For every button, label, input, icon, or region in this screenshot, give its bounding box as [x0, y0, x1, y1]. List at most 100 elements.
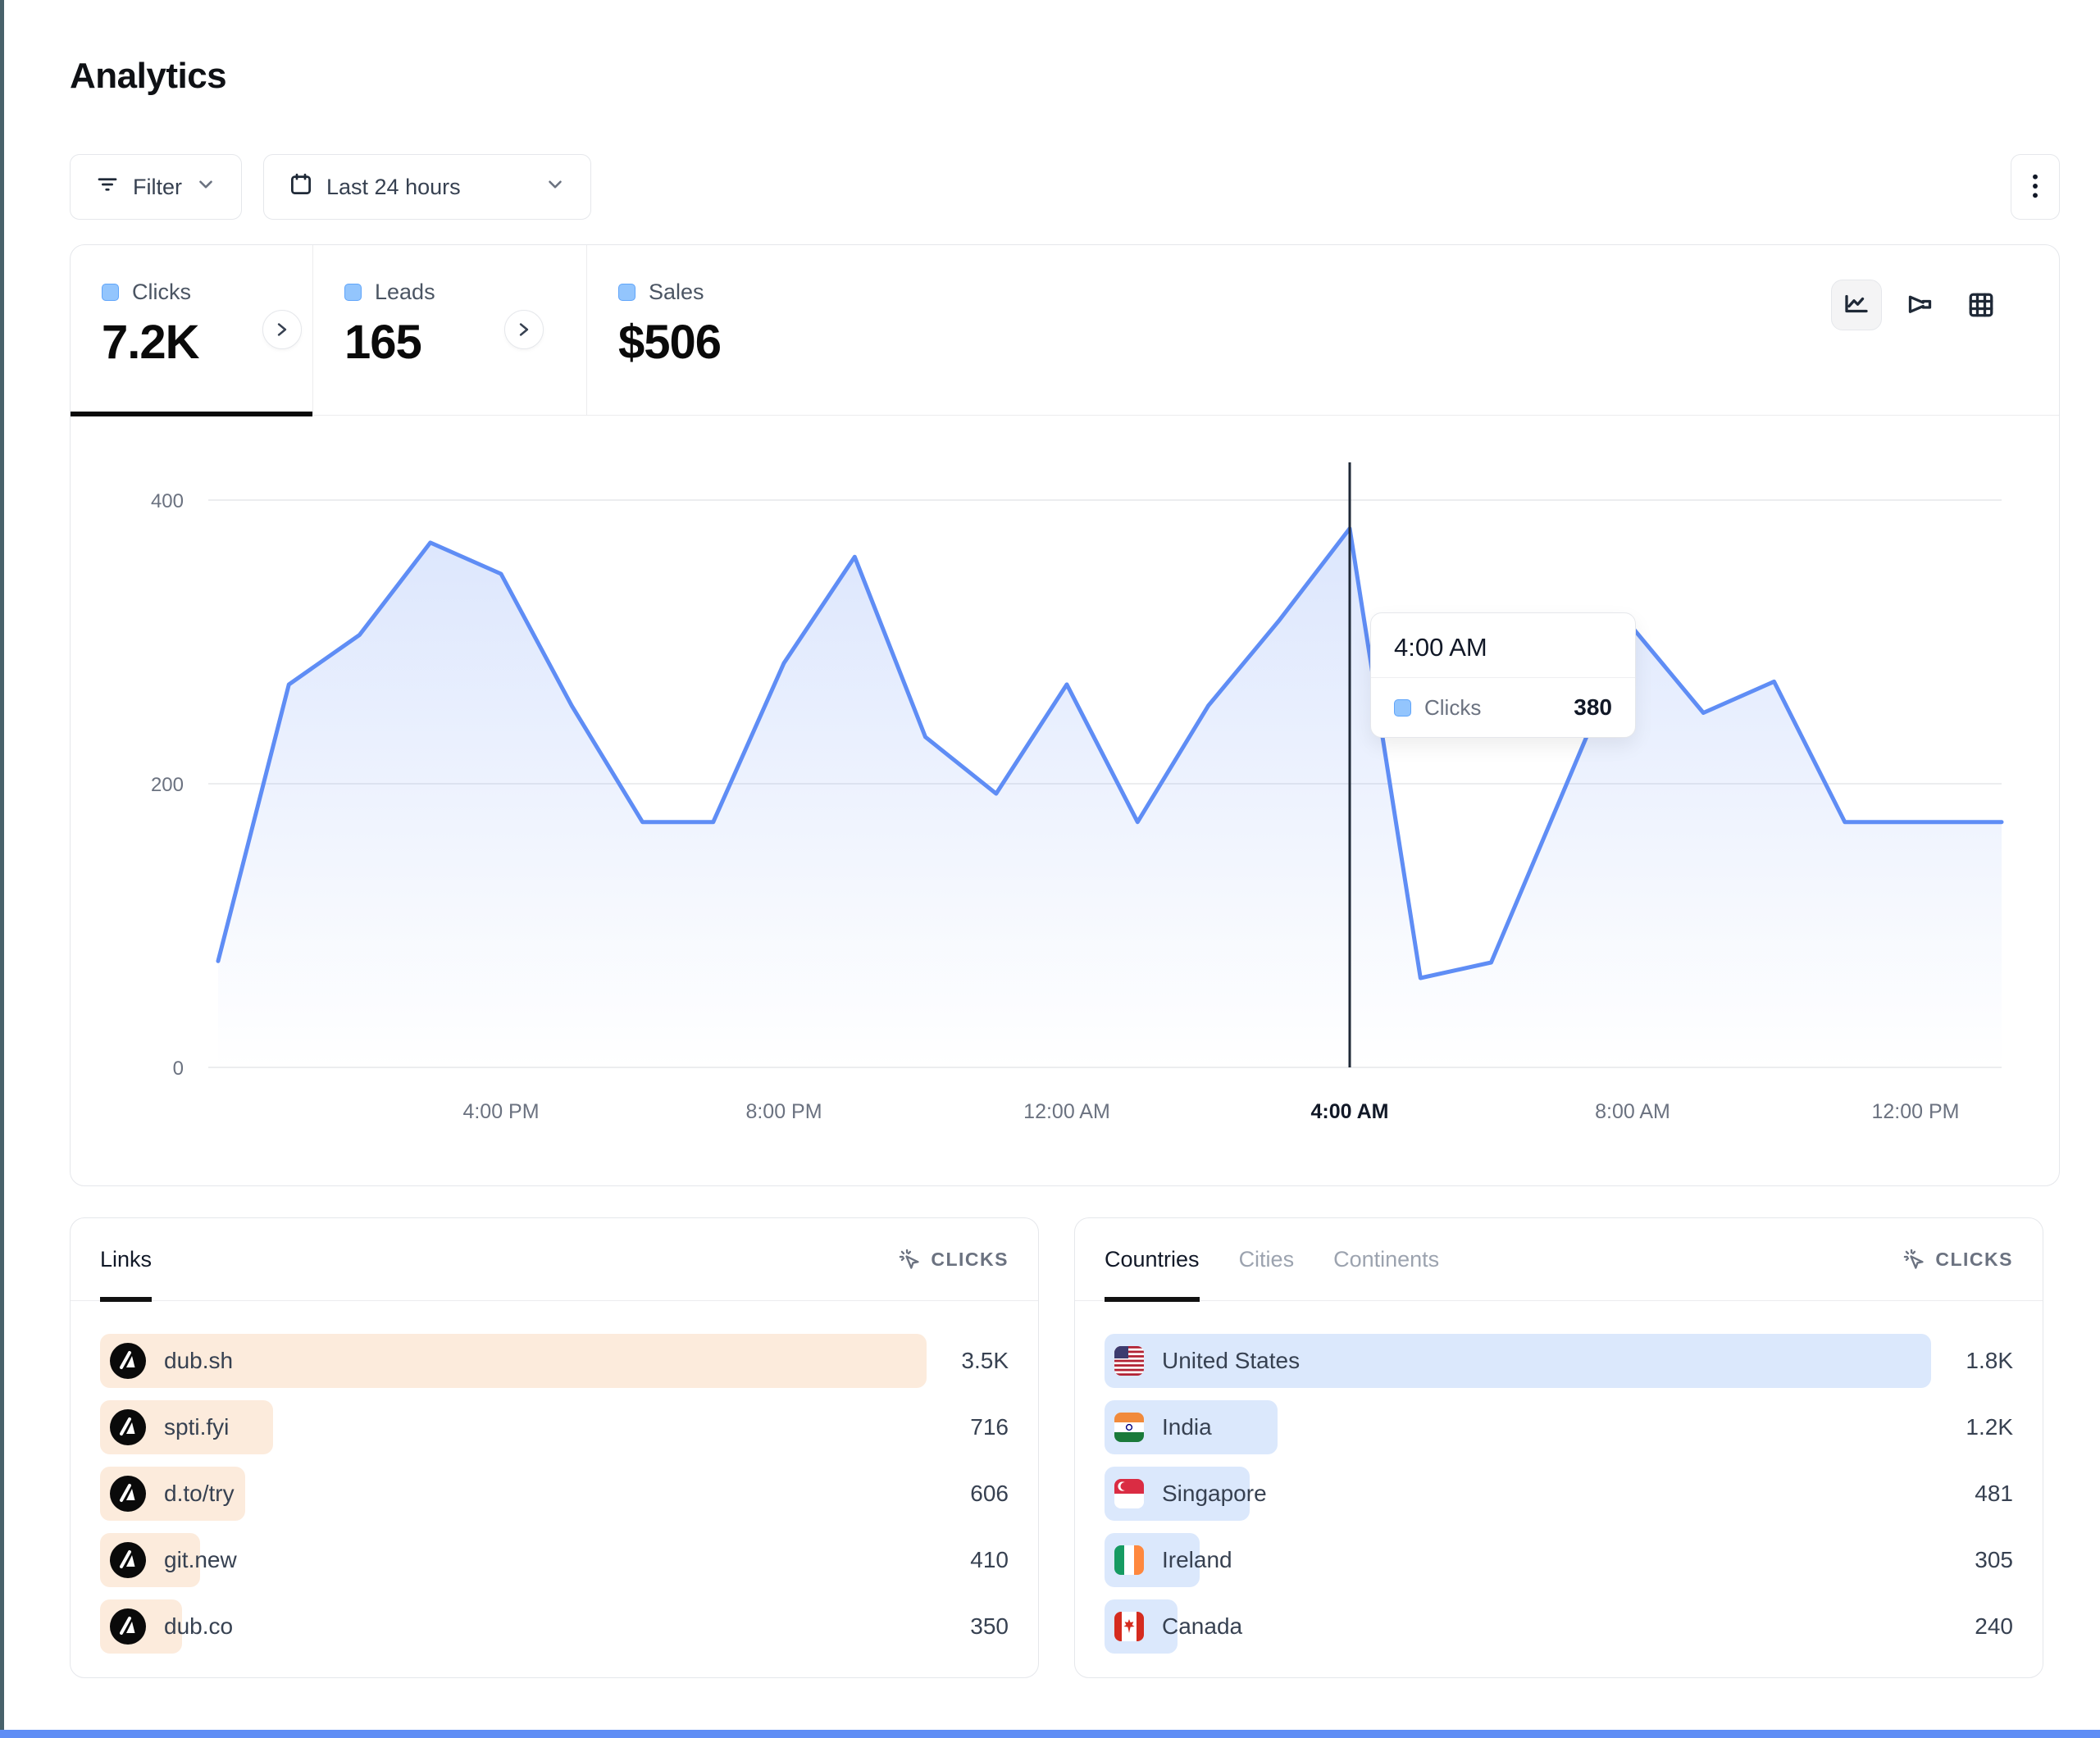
link-row[interactable]: dub.sh 3.5K: [100, 1334, 1009, 1388]
dub-logo: [110, 1476, 146, 1512]
link-row[interactable]: d.to/try 606: [100, 1467, 1009, 1521]
country-value: 1.8K: [1966, 1348, 2013, 1373]
chevron-right-icon: [519, 323, 529, 336]
calendar-icon: [289, 172, 313, 202]
stat-label: Clicks: [132, 280, 191, 304]
link-value: 410: [970, 1547, 1009, 1572]
country-row[interactable]: India 1.2K: [1105, 1400, 2013, 1454]
dub-logo: [110, 1343, 146, 1379]
stat-value-clicks: 7.2K: [102, 316, 200, 369]
ie-flag-icon: [1114, 1545, 1144, 1575]
link-row[interactable]: dub.co 350: [100, 1599, 1009, 1654]
stat-tab-clicks[interactable]: Clicks 7.2K: [71, 245, 313, 416]
country-row[interactable]: Singapore 481: [1105, 1467, 2013, 1521]
us-flag-icon: [1114, 1346, 1144, 1376]
tab-continents[interactable]: Continents: [1333, 1246, 1440, 1272]
sg-flag-icon: [1114, 1479, 1144, 1508]
chart-plot[interactable]: 0 200 400 4:00 PM 8:00 PM 12:00 AM 4:00 AM 8:00…: [71, 461, 2056, 1145]
date-range-button[interactable]: Last 24 hours: [263, 154, 591, 220]
tab-links[interactable]: Links: [100, 1218, 153, 1302]
country-label: Canada: [1162, 1613, 1243, 1639]
active-tab-underline: [71, 411, 312, 416]
link-value: 3.5K: [961, 1348, 1009, 1373]
country-label: India: [1162, 1414, 1212, 1440]
chart-type-switcher: [1831, 280, 2007, 330]
link-value: 606: [970, 1481, 1009, 1506]
country-value: 240: [1975, 1613, 2013, 1639]
expand-leads-button[interactable]: [504, 310, 544, 349]
country-label: Singapore: [1162, 1481, 1267, 1506]
clicks-area-chart[interactable]: 0 200 400 4:00 PM 8:00 PM 12:00 AM 4:00 AM 8:00…: [71, 461, 2059, 1145]
stat-tab-sales[interactable]: Sales $506: [587, 245, 860, 415]
link-value: 716: [970, 1414, 1009, 1440]
country-value: 481: [1975, 1481, 2013, 1506]
sales-legend-swatch: [618, 284, 635, 301]
funnel-icon: [1908, 295, 1932, 313]
chart-tooltip: 4:00 AM Clicks 380: [1370, 612, 1636, 738]
countries-panel-header: Countries Cities Continents CLICKS: [1075, 1218, 2043, 1302]
link-row[interactable]: git.new 410: [100, 1533, 1009, 1587]
expand-clicks-button[interactable]: [262, 310, 302, 349]
links-panel-header: Links CLICKS: [71, 1218, 1038, 1302]
country-label: Ireland: [1162, 1547, 1232, 1572]
tooltip-series-label: Clicks: [1424, 694, 1482, 720]
tooltip-series-value: 380: [1574, 694, 1612, 720]
leads-legend-swatch: [344, 284, 362, 301]
tab-countries[interactable]: Countries: [1105, 1218, 1200, 1302]
svg-text:4:00 AM: 4:00 AM: [1311, 1100, 1389, 1123]
stat-value-leads: 165: [344, 316, 422, 369]
ca-flag-icon: [1114, 1612, 1144, 1641]
kebab-vertical-icon: [2024, 172, 2047, 202]
chevron-down-icon: [544, 174, 566, 201]
stat-tab-leads[interactable]: Leads 165: [313, 245, 587, 415]
links-panel: Links CLICKS dub.sh 3.5K spti.fyi 716 d.to/t…: [70, 1217, 1039, 1678]
svg-text:400: 400: [151, 490, 184, 512]
cursor-click-icon: [900, 1249, 920, 1269]
countries-metric-label: CLICKS: [1935, 1248, 2013, 1270]
page-title: Analytics: [70, 56, 227, 96]
chevron-right-icon: [277, 323, 287, 336]
country-bar: [1105, 1334, 1932, 1388]
svg-text:8:00 AM: 8:00 AM: [1595, 1100, 1670, 1123]
stat-value-sales: $506: [618, 316, 722, 369]
stats-header: Clicks 7.2K Leads 165 Sales $506: [71, 245, 2059, 416]
in-flag-icon: [1114, 1413, 1144, 1442]
link-label: dub.sh: [164, 1348, 234, 1373]
link-label: spti.fyi: [164, 1414, 230, 1440]
tab-cities[interactable]: Cities: [1238, 1246, 1295, 1272]
tooltip-time: 4:00 AM: [1394, 633, 1487, 662]
countries-metric-toggle[interactable]: CLICKS: [1902, 1218, 2013, 1300]
country-row[interactable]: United States 1.8K: [1105, 1334, 2013, 1388]
link-row[interactable]: spti.fyi 716: [100, 1400, 1009, 1454]
analytics-card: Clicks 7.2K Leads 165 Sales $506: [70, 244, 2060, 1186]
line-chart-view-button[interactable]: [1831, 280, 1882, 330]
country-row[interactable]: Ireland 305: [1105, 1533, 2013, 1587]
grid-icon: [1969, 293, 1993, 317]
bottom-edge-strip: [0, 1730, 2100, 1738]
svg-text:12:00 AM: 12:00 AM: [1023, 1100, 1110, 1123]
link-label: git.new: [164, 1547, 237, 1572]
dub-logo: [110, 1409, 146, 1445]
left-edge-strip: [0, 0, 4, 1738]
more-menu-button[interactable]: [2011, 154, 2060, 220]
svg-text:8:00 PM: 8:00 PM: [745, 1100, 822, 1123]
date-range-label: Last 24 hours: [326, 174, 461, 199]
country-value: 305: [1975, 1547, 2013, 1572]
dub-logo: [110, 1542, 146, 1578]
funnel-view-button[interactable]: [1893, 280, 1944, 330]
country-row[interactable]: Canada 240: [1105, 1599, 2013, 1654]
link-value: 350: [970, 1613, 1009, 1639]
clicks-legend-swatch: [102, 284, 119, 301]
svg-text:200: 200: [151, 774, 184, 796]
filter-button[interactable]: Filter: [70, 154, 242, 220]
svg-text:4:00 PM: 4:00 PM: [462, 1100, 539, 1123]
chevron-down-icon: [195, 174, 216, 201]
svg-text:0: 0: [173, 1058, 184, 1080]
country-value: 1.2K: [1966, 1414, 2013, 1440]
links-metric-toggle[interactable]: CLICKS: [898, 1218, 1009, 1300]
links-metric-label: CLICKS: [931, 1248, 1009, 1270]
table-view-button[interactable]: [1956, 280, 2007, 330]
country-label: United States: [1162, 1348, 1301, 1373]
stat-label: Leads: [375, 280, 435, 304]
svg-text:12:00 PM: 12:00 PM: [1871, 1100, 1959, 1123]
